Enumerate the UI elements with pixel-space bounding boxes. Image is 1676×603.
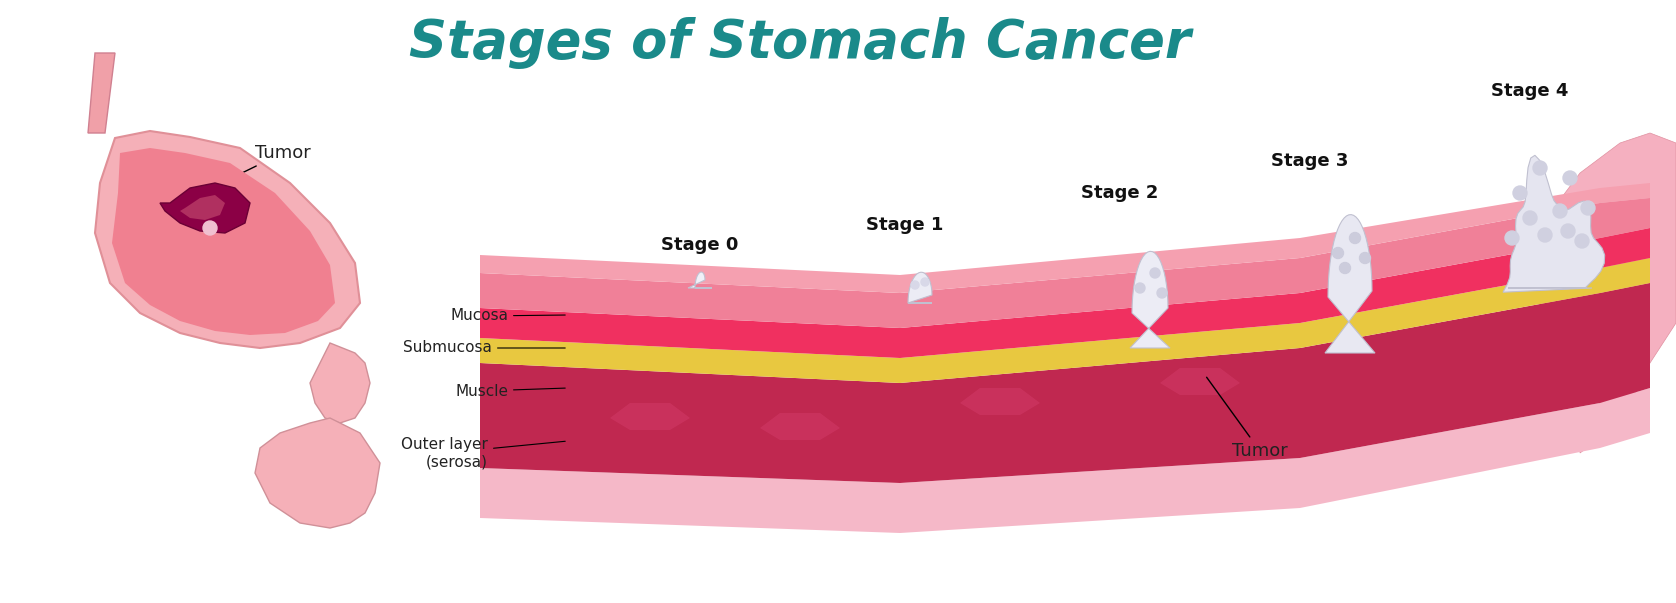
Text: Stage 2: Stage 2 [1081,184,1158,202]
Polygon shape [908,272,932,303]
Circle shape [1332,247,1344,259]
Circle shape [203,221,216,235]
Circle shape [1135,283,1145,293]
Text: Tumor: Tumor [1207,377,1287,460]
Text: Stage 4: Stage 4 [1492,82,1569,100]
Polygon shape [759,413,840,440]
Circle shape [1564,171,1577,185]
Polygon shape [689,272,712,288]
Circle shape [922,278,929,286]
Polygon shape [96,131,360,348]
Text: Muscle: Muscle [454,384,565,399]
Circle shape [1513,186,1527,200]
Polygon shape [1326,215,1374,353]
Text: Stomach: Stomach [153,284,290,302]
Text: Stages of Stomach Cancer: Stages of Stomach Cancer [409,17,1192,69]
Text: Stage 3: Stage 3 [1272,152,1349,170]
Polygon shape [179,195,225,220]
Text: Stage 1: Stage 1 [866,216,944,234]
Circle shape [1539,228,1552,242]
Circle shape [1339,262,1351,274]
Circle shape [1580,201,1596,215]
Polygon shape [479,388,1649,533]
Text: Outer layer
(serosa): Outer layer (serosa) [401,437,565,469]
Polygon shape [89,53,116,133]
Text: Stage 0: Stage 0 [662,236,739,254]
Polygon shape [112,148,335,335]
Polygon shape [310,343,370,423]
Polygon shape [159,183,250,233]
Polygon shape [255,418,380,528]
Polygon shape [960,388,1041,415]
Text: Submucosa: Submucosa [404,341,565,356]
Circle shape [1150,268,1160,278]
Polygon shape [1503,156,1604,292]
Circle shape [1505,231,1518,245]
Circle shape [1349,233,1361,244]
Polygon shape [479,258,1649,383]
Circle shape [912,281,918,289]
Circle shape [1560,224,1575,238]
Circle shape [1575,234,1589,248]
Circle shape [1554,204,1567,218]
Polygon shape [1160,368,1240,395]
Polygon shape [479,228,1649,358]
Polygon shape [479,198,1649,328]
Text: Tumor: Tumor [208,144,310,190]
Circle shape [1523,211,1537,225]
Circle shape [1534,161,1547,175]
Polygon shape [479,183,1649,293]
Polygon shape [610,403,691,430]
Polygon shape [1130,251,1170,348]
Polygon shape [1530,133,1676,453]
Circle shape [1156,288,1166,298]
Polygon shape [479,283,1649,483]
Circle shape [1359,253,1371,264]
Text: Mucosa: Mucosa [449,309,565,323]
